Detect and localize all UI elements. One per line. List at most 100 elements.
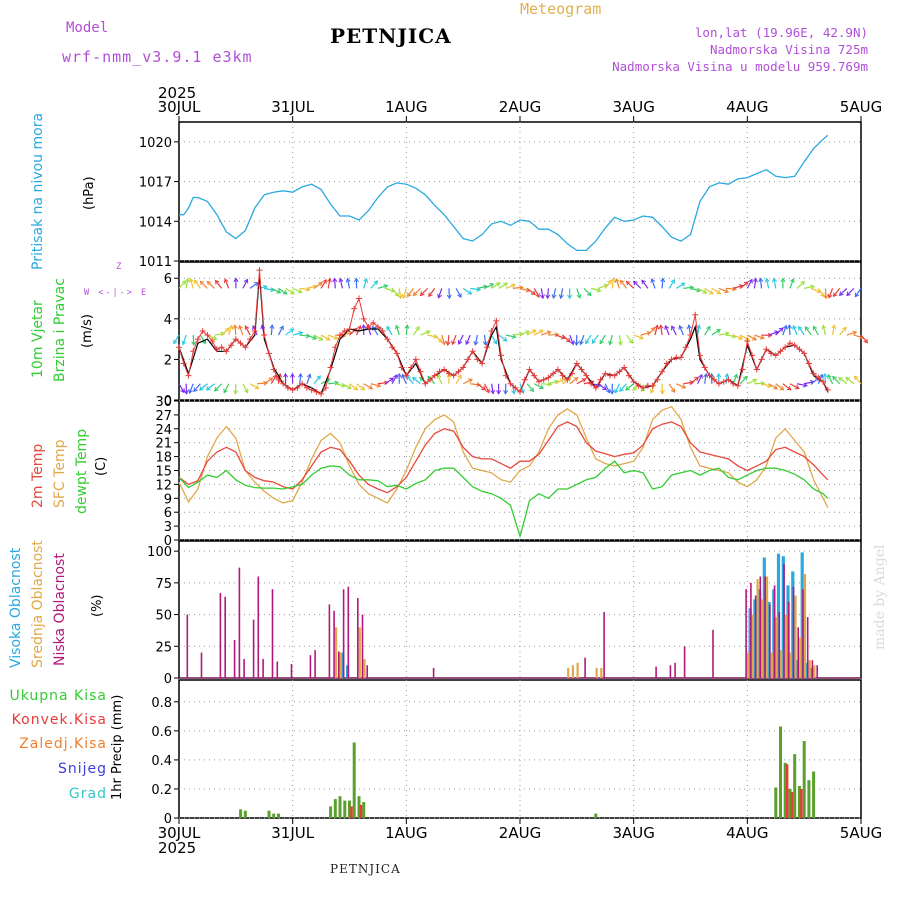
wind-direction-arrow xyxy=(552,288,557,299)
wind-dot-marker xyxy=(592,384,599,391)
wind-direction-arrow xyxy=(224,278,230,289)
wind-direction-arrow xyxy=(401,374,407,385)
wind-direction-arrow xyxy=(788,325,791,336)
wind-dot-marker xyxy=(332,344,339,351)
wind-direction-arrowhead xyxy=(492,339,498,345)
wind-direction-arrowhead xyxy=(539,294,545,300)
cloud-bar-niska xyxy=(328,604,331,678)
wind-direction-arrowhead xyxy=(596,287,602,293)
wind-direction-arrow xyxy=(796,281,805,289)
y-tick-label: 6 xyxy=(164,272,172,287)
wind-dot-marker xyxy=(412,356,419,363)
wind-direction-arrowhead xyxy=(671,325,676,331)
wind-direction-arrowhead xyxy=(724,372,730,378)
precip-label-hail: Grad xyxy=(68,786,107,802)
wind-direction-arrowhead xyxy=(373,280,379,286)
wind-direction-arrowhead xyxy=(511,283,516,289)
x-tick-label-top: 4AUG xyxy=(726,98,768,116)
wind-direction-arrowhead xyxy=(574,341,580,347)
wind-direction-arrowhead xyxy=(546,330,552,336)
wind-direction-arrow xyxy=(548,333,559,336)
cloud-bar-srednja xyxy=(358,627,361,678)
wind-dot-marker xyxy=(668,356,675,363)
wind-direction-arrowhead xyxy=(614,277,620,284)
wind-direction-arrowhead xyxy=(551,294,557,300)
x-tick-label-top: 1AUG xyxy=(385,98,427,116)
wind-direction-arrowhead xyxy=(412,291,418,297)
wind-direction-arrow xyxy=(732,284,743,289)
wind-direction-arrow xyxy=(633,280,642,289)
wind-direction-arrowhead xyxy=(581,378,587,383)
cloud-bar-niska xyxy=(750,582,752,678)
wind-dot-marker xyxy=(408,364,415,371)
wind-direction-arrowhead xyxy=(686,324,692,330)
wind-direction-arrowhead xyxy=(332,277,338,283)
wind-dot-marker xyxy=(654,376,661,383)
wind-dot-marker xyxy=(507,380,514,387)
wind-direction-arrow xyxy=(759,278,763,289)
y-tick-label: 100 xyxy=(147,545,172,560)
wind-direction-arrowhead xyxy=(664,324,669,330)
cloud-bar-niska xyxy=(773,585,776,678)
wind-direction-arrow xyxy=(386,326,393,336)
wind-direction-arrowhead xyxy=(659,390,665,395)
wind-direction-arrowhead xyxy=(535,293,540,298)
cloud-bar-niska xyxy=(754,595,757,678)
precip-bar-total xyxy=(793,754,797,818)
wind-direction-arrow xyxy=(406,375,414,385)
wind-dot-marker xyxy=(715,380,722,387)
cloud-bar-niska xyxy=(811,660,814,678)
wind-direction-arrowhead xyxy=(306,373,312,379)
wind-dot-marker xyxy=(768,350,775,357)
wind-direction-arrow xyxy=(206,280,215,289)
y-tick-label: 1020 xyxy=(139,136,172,151)
wind-direction-arrow xyxy=(498,334,508,342)
wind-direction-arrowhead xyxy=(827,293,833,299)
wind-direction-arrowhead xyxy=(396,372,402,378)
wind-direction-arrowhead xyxy=(297,288,303,294)
wind-direction-arrow xyxy=(739,375,748,385)
wind-compass-n: Z xyxy=(116,262,122,272)
wind-direction-arrowhead xyxy=(554,332,560,338)
wind-direction-arrowhead xyxy=(181,340,187,346)
wind-dot-marker xyxy=(427,376,434,383)
elevation: Nadmorska Visina 725m xyxy=(709,42,868,57)
wind-dot-marker xyxy=(284,384,291,391)
cloud-bar-srednja xyxy=(747,652,750,678)
cloud-bar-srednja xyxy=(576,662,579,678)
wind-dot-marker xyxy=(374,323,381,330)
wind-direction-arrow xyxy=(804,285,815,289)
wind-direction-arrow xyxy=(746,279,753,289)
cloud-bar-niska xyxy=(788,601,790,678)
wind-direction-arrowhead xyxy=(441,340,447,346)
precip-label-freezing: Zaledj.Kisa xyxy=(19,736,107,752)
wind-direction-arrowhead xyxy=(269,324,275,329)
wind-direction-arrow xyxy=(292,332,303,336)
wind-dot-marker xyxy=(517,388,523,395)
precip-bar-total xyxy=(807,780,811,818)
wind-dot-marker xyxy=(180,360,187,367)
wind-direction-arrowhead xyxy=(702,289,708,294)
wind-dot-marker xyxy=(450,372,457,379)
wind-direction-arrow xyxy=(395,325,400,336)
cloud-bar-srednja xyxy=(567,667,570,678)
cloud-bar-srednja xyxy=(363,659,366,678)
wind-dot-marker xyxy=(711,376,718,383)
wind-direction-arrow xyxy=(242,383,249,393)
model-elevation: Nadmorska Visina u modelu 959.769m xyxy=(612,59,868,74)
wind-direction-arrow xyxy=(754,334,765,339)
wind-dot-marker xyxy=(194,336,201,343)
wind-direction-arrow xyxy=(611,278,614,289)
wind-direction-arrowhead xyxy=(832,292,838,298)
wind-direction-arrowhead xyxy=(608,340,613,346)
wind-direction-arrow xyxy=(597,383,607,391)
wind-direction-arrow xyxy=(292,287,303,293)
dewpt-line xyxy=(178,460,829,539)
wind-direction-arrowhead xyxy=(263,380,269,386)
wind-direction-arrowhead xyxy=(338,277,344,283)
wind-direction-arrowhead xyxy=(670,388,676,394)
wind-direction-arrow xyxy=(590,287,601,292)
wind-direction-arrow xyxy=(569,377,579,385)
wind-direction-arrowhead xyxy=(716,328,721,334)
wind-direction-arrow xyxy=(270,325,273,336)
